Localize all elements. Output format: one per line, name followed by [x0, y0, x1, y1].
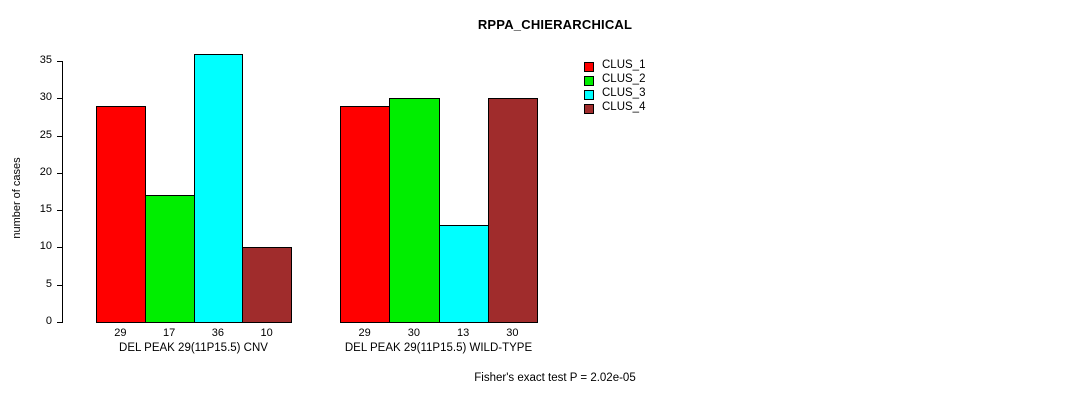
- y-axis-label: number of cases: [11, 157, 23, 239]
- y-axis-tick: [57, 61, 62, 62]
- y-axis-tick-label: 30: [39, 91, 52, 104]
- legend-color-swatch: [584, 90, 594, 100]
- bar-value-label: 30: [407, 327, 420, 339]
- y-axis-line: [62, 61, 63, 323]
- bar-value-label: 30: [506, 327, 519, 339]
- bar-value-label: 36: [211, 327, 224, 339]
- bar: [242, 247, 292, 323]
- y-axis-tick: [57, 172, 62, 174]
- bar-value-label: 13: [457, 327, 470, 339]
- legend-color-swatch: [584, 104, 594, 114]
- y-axis-tick: [57, 98, 62, 100]
- bar: [193, 53, 244, 323]
- group-axis-label: DEL PEAK 29(11P15.5) CNV: [119, 342, 268, 354]
- y-axis-tick-label: 20: [39, 165, 52, 178]
- bar: [144, 195, 195, 323]
- bar: [389, 98, 440, 323]
- bar-value-label: 10: [260, 327, 273, 339]
- chart-title: RPPA_CHIERARCHICAL: [477, 17, 633, 32]
- legend-item-label: CLUS_1: [602, 59, 646, 71]
- bar: [487, 98, 538, 323]
- bar-value-label: 29: [358, 327, 371, 339]
- legend-color-swatch: [584, 62, 594, 72]
- legend-item-label: CLUS_2: [602, 73, 646, 85]
- plot-area: 0 5 10 15 20 25 30 35 number of cases 29 17 36 10 2…: [11, 53, 538, 354]
- bar: [340, 105, 391, 323]
- y-axis-tick-label: 10: [39, 240, 52, 253]
- y-axis-tick: [57, 284, 62, 286]
- bar: [96, 105, 146, 323]
- group-axis-label: DEL PEAK 29(11P15.5) WILD-TYPE: [344, 342, 533, 354]
- fisher-test-annotation: Fisher's exact test P = 2.02e-05: [474, 372, 636, 384]
- y-axis-tick: [57, 322, 62, 323]
- y-axis-tick-label: 0: [45, 315, 52, 327]
- y-axis-tick-label: 5: [45, 277, 52, 290]
- y-axis-tick-label: 25: [39, 128, 52, 141]
- y-axis-tick-label: 15: [39, 203, 52, 216]
- legend-color-swatch: [584, 76, 594, 86]
- legend-item-label: CLUS_4: [602, 101, 646, 113]
- y-axis-tick-label: 35: [39, 54, 52, 66]
- y-axis-tick: [57, 210, 62, 212]
- y-axis-tick: [57, 247, 62, 249]
- bar-value-label: 17: [163, 327, 176, 339]
- bar: [438, 225, 489, 323]
- legend-item-label: CLUS_3: [602, 87, 646, 99]
- bar-value-label: 29: [114, 327, 127, 339]
- y-axis-tick: [57, 135, 62, 137]
